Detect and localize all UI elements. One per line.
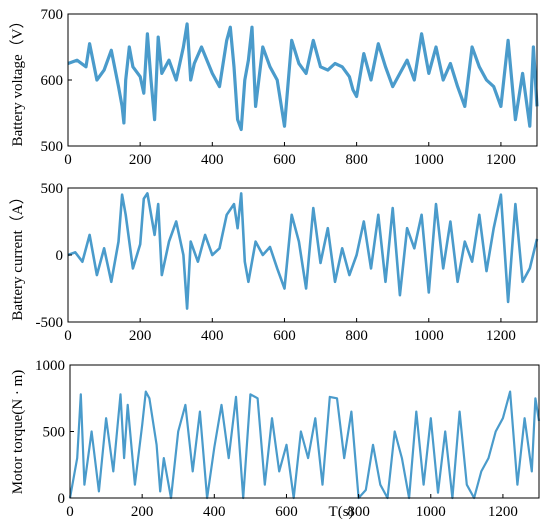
x-tick-label: 600 [273,328,296,344]
y-tick-label: 500 [41,139,64,155]
x-tick-label: 1000 [414,152,444,168]
x-tick-label: 400 [203,504,226,520]
y-tick-label: 500 [43,425,66,441]
y-tick-label: 600 [41,73,64,89]
chart-panel-3: 0 200 400 600 800 1000 1200 0 500 1000 Motor torqu… [10,358,541,520]
x-tick-label: 200 [129,152,152,168]
x-tick-label: 1200 [488,504,518,520]
series-line [67,22,539,132]
y-tick-label: -500 [36,315,64,331]
x-tick-label: 800 [345,328,368,344]
x-tick-label: 1200 [486,152,516,168]
x-tick-label: 200 [131,504,154,520]
y-axis-label: Motor torque(N · m) [10,370,26,495]
x-tick-label: 200 [129,328,152,344]
y-tick-label: 0 [58,491,66,507]
x-tick-label: 800 [347,504,370,520]
x-tick-label: 0 [64,328,72,344]
x-tick-label: 400 [201,328,224,344]
x-axis-label: T(s) [329,504,354,520]
plot-frame [67,187,538,323]
x-tick-label: 0 [64,152,72,168]
series-line [67,192,539,310]
x-tick-label: 400 [201,152,224,168]
x-tick-label: 800 [345,152,368,168]
x-tick-label: 1200 [486,328,516,344]
y-tick-label: 500 [41,181,64,197]
y-tick-label: 1000 [35,358,65,374]
x-tick-label: 1000 [414,328,444,344]
y-tick-label: 700 [41,7,64,23]
y-tick-label: 0 [56,248,64,264]
x-tick-label: 1000 [416,504,446,520]
chart-panel-1: 0 200 400 600 800 1000 1200 500 600 700 Battery vo… [9,7,539,168]
y-axis-label: Battery voltage（V） [9,14,26,147]
x-tick-label: 600 [273,152,296,168]
x-tick-label: 600 [275,504,298,520]
series-line [68,390,541,500]
x-tick-label: 0 [66,504,74,520]
y-axis-label: Battery current（A） [9,189,26,320]
